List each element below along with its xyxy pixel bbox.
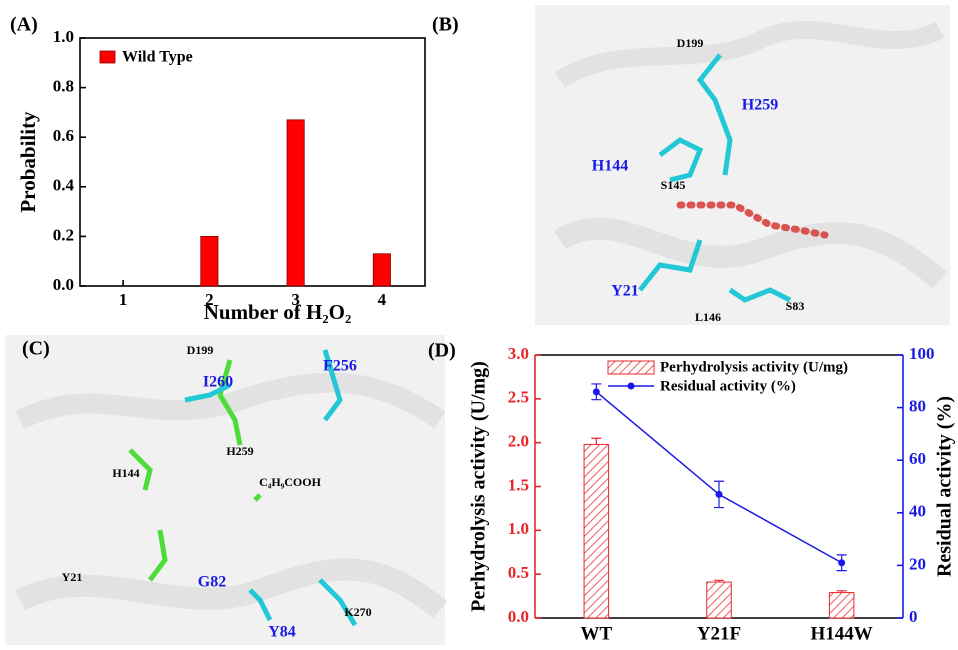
bar <box>372 253 391 287</box>
line <box>595 391 843 564</box>
bar <box>286 119 305 287</box>
residue-label: L146 <box>695 310 721 324</box>
error-bar <box>836 590 847 593</box>
y-tick-label: 0.0 <box>53 275 74 294</box>
y-tick-label: 0.6 <box>53 126 74 145</box>
legend-swatch <box>99 50 116 64</box>
residue-label: K270 <box>344 605 371 619</box>
x-axis-label: Number of H₂O₂ <box>204 300 352 324</box>
residue-label: S83 <box>786 299 805 313</box>
y-axis-label: Perhydrolysis activity (U/mg) <box>468 361 490 612</box>
y-tick-label: 2.0 <box>508 432 529 451</box>
legend-label: Perhydrolysis activity (U/mg) <box>660 359 848 375</box>
x-tick-label: Y21F <box>697 623 741 644</box>
residue-label: G82 <box>198 574 226 591</box>
y-tick-label: 1.5 <box>508 475 529 494</box>
y-tick-label: 0.4 <box>53 176 75 195</box>
y-tick-label: 0.5 <box>508 563 529 582</box>
y2-tick-label: 100 <box>909 344 935 363</box>
y2-tick-label: 20 <box>909 554 926 573</box>
point <box>592 388 600 396</box>
x-tick-label: H144W <box>811 623 873 644</box>
residue-label: D199 <box>187 343 214 357</box>
residue-label: F256 <box>323 358 357 375</box>
residue-label: D199 <box>677 36 704 50</box>
residue-label: S145 <box>661 178 686 192</box>
error-bar <box>714 579 724 583</box>
residue-label: H144 <box>592 158 628 175</box>
residue-label: H144 <box>112 466 139 480</box>
point <box>715 490 723 498</box>
point <box>838 559 846 567</box>
y-axis-label: Probability <box>16 111 40 213</box>
plot-frame <box>79 37 426 287</box>
panel-label: (D) <box>428 340 456 362</box>
bar <box>828 592 855 619</box>
y-tick-label: 1.0 <box>53 27 74 46</box>
x-tick-label: 3 <box>291 290 300 309</box>
bar <box>706 581 732 619</box>
panel-label: (B) <box>432 14 459 36</box>
residue-label: H259 <box>226 444 253 458</box>
y-tick-label: 2.5 <box>508 388 529 407</box>
residue-label: C₄H₉COOH <box>259 475 322 489</box>
bar <box>583 443 610 619</box>
x-tick-label: 1 <box>119 290 128 309</box>
y-tick-label: 0.8 <box>53 77 74 96</box>
panel-label: (C) <box>22 338 50 360</box>
structure-b <box>535 5 950 325</box>
residue-label: Y21 <box>62 570 83 584</box>
residue-label: I260 <box>203 374 233 391</box>
y2-tick-label: 80 <box>909 397 926 416</box>
residue-label: Y21 <box>611 283 639 300</box>
y-tick-label: 3.0 <box>508 344 529 363</box>
panel-label: (A) <box>10 14 38 36</box>
y2-tick-label: 40 <box>909 502 926 521</box>
legend-label: Residual activity (%) <box>660 378 796 394</box>
legend-label: Wild Type <box>122 49 193 66</box>
y2-tick-label: 60 <box>909 449 926 468</box>
bar <box>200 235 219 287</box>
legend-swatch <box>607 360 655 375</box>
y-tick-label: 0.0 <box>508 607 529 626</box>
x-tick-label: WT <box>580 623 612 644</box>
structure-c <box>5 335 448 645</box>
x-tick-label: 4 <box>378 290 387 309</box>
x-tick-label: 2 <box>205 290 214 309</box>
error-bar <box>591 437 602 445</box>
y2-axis-label: Residual activity (%) <box>934 396 956 577</box>
y2-tick-label: 0 <box>909 607 918 626</box>
y-tick-label: 1.0 <box>508 519 529 538</box>
residue-label: H259 <box>742 97 778 114</box>
legend-swatch <box>627 382 635 390</box>
residue-label: Y84 <box>268 624 296 641</box>
y-tick-label: 0.2 <box>53 225 74 244</box>
